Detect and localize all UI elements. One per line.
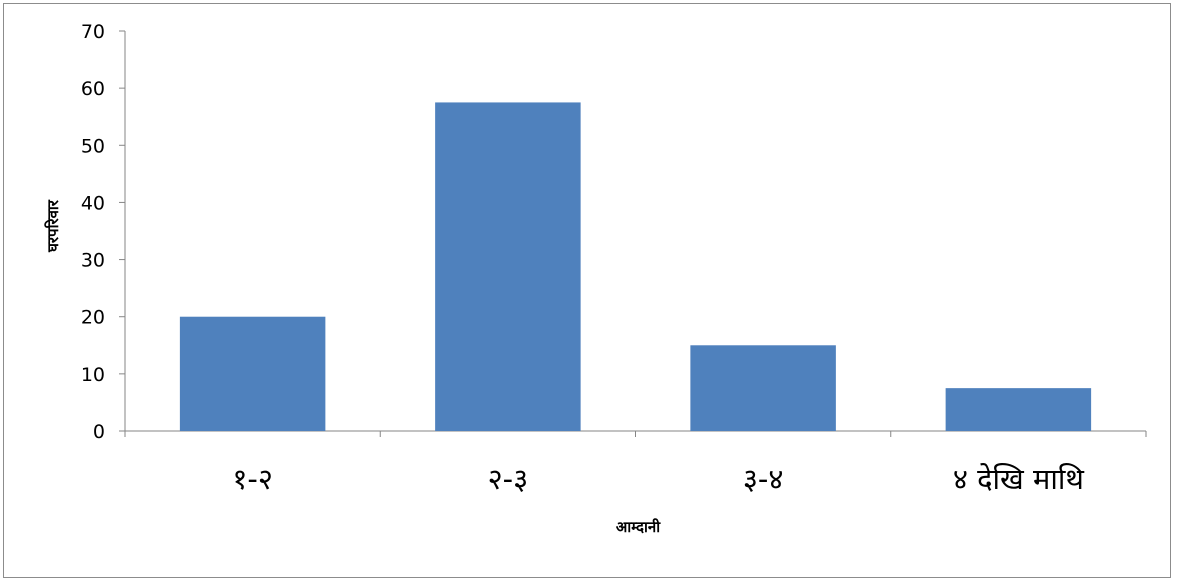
bar <box>945 388 1092 431</box>
x-axis-title: आम्दानी <box>616 518 661 536</box>
y-tick-label: 50 <box>81 135 105 157</box>
y-tick-label: 0 <box>93 421 105 443</box>
x-category-label: १-२ <box>232 462 273 496</box>
y-tick-label: 40 <box>81 192 105 214</box>
y-axis: 0 10 20 30 40 50 60 70 <box>81 21 126 443</box>
chart-frame <box>3 3 1171 578</box>
y-tick-label: 30 <box>81 250 105 272</box>
bar <box>435 102 581 431</box>
bars <box>179 102 1092 431</box>
y-tick-label: 20 <box>81 307 105 329</box>
x-category-label: ४ देखि माथि <box>953 462 1085 496</box>
bar <box>690 345 836 431</box>
y-tick-label: 10 <box>81 364 105 386</box>
bar <box>179 316 326 431</box>
y-tick-label: 60 <box>81 78 105 100</box>
category-labels: १-२ २-३ ३-४ ४ देखि माथि <box>232 462 1084 496</box>
y-axis-title: घरपरिवार <box>44 199 62 253</box>
x-category-label: ३-४ <box>743 462 784 496</box>
y-tick-label: 70 <box>81 21 105 43</box>
x-axis <box>124 430 1147 437</box>
x-category-label: २-३ <box>488 462 529 496</box>
